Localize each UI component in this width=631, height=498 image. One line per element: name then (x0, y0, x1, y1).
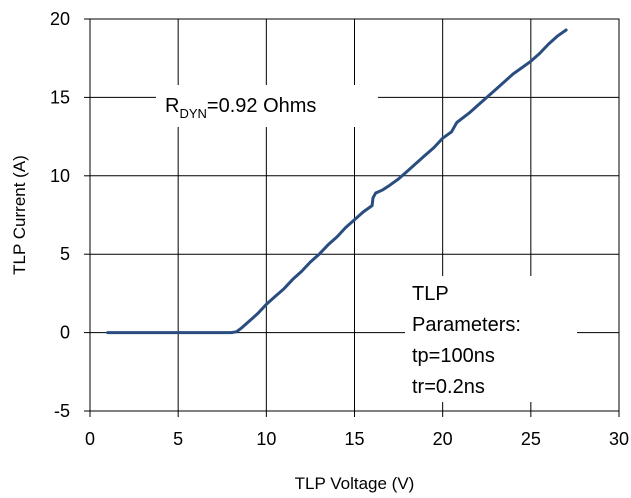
y-tick-label: 10 (50, 166, 70, 186)
rdyn-symbol: R (165, 95, 179, 117)
param-line-2: Parameters: (412, 314, 521, 336)
x-axis-title: TLP Voltage (V) (295, 474, 415, 493)
y-tick-labels: -5 0 5 10 15 20 (50, 9, 70, 421)
y-tick-label: 20 (50, 9, 70, 29)
y-tick-label: 5 (60, 244, 70, 264)
series-lines (106, 28, 568, 335)
y-tick-label: 0 (60, 323, 70, 343)
rdyn-subscript: DYN (179, 106, 206, 121)
rdyn-annotation-background (156, 85, 378, 127)
x-tick-label: 15 (344, 429, 364, 449)
x-tick-labels: 0 5 10 15 20 25 30 (85, 429, 629, 449)
tlp-parameters-background (405, 276, 577, 402)
axis-ticks (84, 18, 620, 417)
x-tick-label: 0 (85, 429, 95, 449)
x-tick-label: 30 (609, 429, 629, 449)
param-line-3: tp=100ns (412, 345, 495, 367)
y-tick-label: 15 (50, 87, 70, 107)
x-tick-label: 10 (256, 429, 276, 449)
tlp-parameters-annotation: TLP Parameters: tp=100ns tr=0.2ns (412, 283, 527, 398)
x-tick-label: 25 (521, 429, 541, 449)
series-line (106, 28, 568, 335)
rdyn-annotation: RDYN=0.92 Ohms (165, 95, 316, 121)
rdyn-value: =0.92 Ohms (207, 95, 317, 117)
y-axis-title: TLP Current (A) (10, 155, 29, 275)
param-line-4: tr=0.2ns (412, 376, 485, 398)
x-tick-label: 20 (433, 429, 453, 449)
param-line-1: TLP (412, 283, 448, 305)
y-tick-label: -5 (54, 401, 70, 421)
x-tick-label: 5 (173, 429, 183, 449)
